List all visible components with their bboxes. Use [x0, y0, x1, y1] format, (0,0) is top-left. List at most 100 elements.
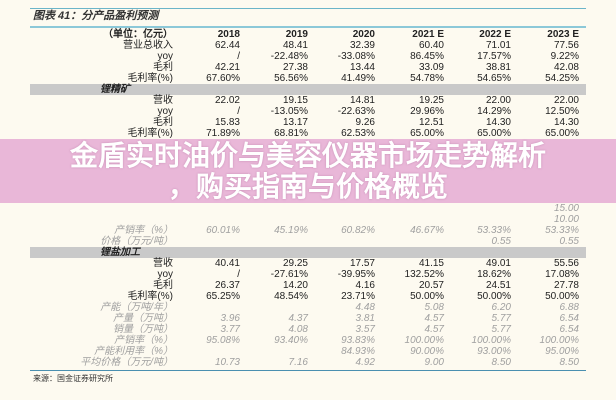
- row-label: 产能（万吨/年）: [100, 302, 173, 313]
- banner-headline: 金盾实时油价与美容仪器市场走势解析: [69, 139, 546, 172]
- row-label: 营收: [153, 258, 173, 269]
- table-cell: 4.16: [355, 280, 375, 291]
- table-title: 图表 41：分产品盈利预测: [33, 10, 159, 22]
- year-header: 2020: [352, 29, 375, 40]
- table-cell: 40.41: [214, 258, 240, 269]
- table-cell: 18.62%: [477, 269, 511, 280]
- table-cell: 6.88: [559, 302, 579, 313]
- table-cell: 5.08: [424, 302, 444, 313]
- table-cell: 77.56: [553, 40, 579, 51]
- table-cell: 19.25: [418, 95, 444, 106]
- table-cell: 68.81%: [274, 128, 308, 139]
- table-row: 毛利率(%) 65.25% 48.54% 23.71% 50.00% 50.00% 50.0…: [30, 291, 586, 302]
- table-cell: 90.00%: [410, 346, 444, 357]
- table-cell: 62.44: [214, 40, 240, 51]
- table-cell: 4.57: [424, 313, 444, 324]
- table-cell: 62.53%: [341, 128, 375, 139]
- table-cell: 100.00%: [539, 335, 579, 346]
- table-cell: 14.20: [282, 280, 308, 291]
- table-row: yoy / -13.05% -22.63% 29.96% 14.29% 12.50%: [30, 106, 586, 117]
- table-cell: 17.08%: [545, 269, 579, 280]
- table-cell: -33.08%: [337, 51, 375, 62]
- table-cell: 26.37: [214, 280, 240, 291]
- table-cell: 9.22%: [550, 51, 579, 62]
- row-label: yoy: [157, 269, 173, 280]
- table-cell: 49.01: [485, 258, 511, 269]
- row-label: yoy: [157, 106, 173, 117]
- year-header: 2022 E: [479, 29, 511, 40]
- table-cell: 3.81: [355, 313, 375, 324]
- table-cell: 53.33%: [477, 225, 511, 236]
- table-row: 平均价格（万元/吨） 10.73 7.16 4.92 9.00 8.50 8.50: [30, 357, 586, 368]
- header-rule: [30, 26, 586, 28]
- row-label: 产量（万吨）: [113, 313, 173, 324]
- table-cell: 41.15: [418, 258, 444, 269]
- table-cell: -13.05%: [270, 106, 308, 117]
- table-cell: 32.39: [349, 40, 375, 51]
- table-cell: 60.01%: [206, 225, 240, 236]
- table-row: 产能（万吨/年） 4.48 5.08 6.20 6.88: [30, 302, 586, 313]
- table-cell: 100.00%: [471, 335, 511, 346]
- table-cell: 19.15: [282, 95, 308, 106]
- table-row: 毛利 42.21 27.38 13.44 33.09 38.81 42.08: [30, 62, 586, 73]
- table-cell: 4.48: [355, 302, 375, 313]
- table-cell: 17.57: [349, 258, 375, 269]
- table-cell: 48.41: [282, 40, 308, 51]
- table-cell: 50.00%: [410, 291, 444, 302]
- table-row: 毛利率(%) 67.60% 56.56% 41.49% 54.78% 54.65% 54.2…: [30, 73, 586, 84]
- table-cell: 12.50%: [545, 106, 579, 117]
- table-cell: 15.83: [214, 117, 240, 128]
- table-cell: 60.40: [418, 40, 444, 51]
- table-cell: 5.77: [491, 324, 511, 335]
- table-cell: 33.09: [418, 62, 444, 73]
- table-cell: /: [237, 51, 240, 62]
- table-cell: 132.52%: [404, 269, 444, 280]
- overlay-banner: 金盾实时油价与美容仪器市场走势解析 ，购买指南与价格概览: [0, 139, 616, 203]
- table-cell: 60.82%: [341, 225, 375, 236]
- table-cell: 3.96: [220, 313, 240, 324]
- table-cell: 13.17: [282, 117, 308, 128]
- table-cell: /: [237, 106, 240, 117]
- banner-subheadline: ，购买指南与价格概览: [167, 170, 448, 203]
- table-cell: 17.57%: [477, 51, 511, 62]
- table-cell: 54.25%: [545, 73, 579, 84]
- table-cell: 41.49%: [341, 73, 375, 84]
- table-cell: 46.67%: [410, 225, 444, 236]
- row-label: 毛利: [153, 280, 173, 291]
- section-header-row: 锂精矿: [30, 84, 586, 95]
- table-cell: 24.51: [485, 280, 511, 291]
- bottom-rule: [30, 370, 586, 371]
- table-cell: 10.73: [214, 357, 240, 368]
- table-cell: 50.00%: [477, 291, 511, 302]
- table-cell: 8.50: [559, 357, 579, 368]
- table-cell: 4.37: [288, 313, 308, 324]
- table-cell: 4.57: [424, 324, 444, 335]
- table-row: 营收 40.41 29.25 17.57 41.15 49.01 55.56: [30, 258, 586, 269]
- table-cell: 3.57: [355, 324, 375, 335]
- table-cell: 14.30: [485, 117, 511, 128]
- table-cell: 27.78: [553, 280, 579, 291]
- row-label: 产能利用率（%）: [94, 346, 173, 357]
- table-cell: 4.08: [288, 324, 308, 335]
- section-header-row: 锂盐加工: [30, 247, 586, 258]
- table-cell: 42.08: [553, 62, 579, 73]
- table-cell: 48.54%: [274, 291, 308, 302]
- table-cell: 7.16: [288, 357, 308, 368]
- table-cell: 10.00: [553, 214, 579, 225]
- table-cell: -22.63%: [337, 106, 375, 117]
- forecast-table: （单位：亿元） 2018 2019 2020 2021 E 2022 E 202…: [0, 29, 616, 368]
- table-row: yoy / -22.48% -33.08% 86.45% 17.57% 9.22%: [30, 51, 586, 62]
- table-cell: 45.19%: [274, 225, 308, 236]
- table-row: 产销率（%） 60.01% 45.19% 60.82% 46.67% 53.33% 53.3…: [30, 225, 586, 236]
- table-cell: 22.00: [553, 95, 579, 106]
- source-note: 来源：国金证券研究所: [33, 374, 113, 383]
- row-label: 毛利率(%): [127, 73, 173, 84]
- table-row: 营收 22.02 19.15 14.81 19.25 22.00 22.00: [30, 95, 586, 106]
- table-row: 产销率（%） 95.08% 93.40% 93.83% 100.00% 100.00% 10…: [30, 335, 586, 346]
- table-cell: 93.00%: [477, 346, 511, 357]
- table-cell: 65.25%: [206, 291, 240, 302]
- table-cell: -27.61%: [270, 269, 308, 280]
- table-cell: 84.93%: [341, 346, 375, 357]
- table-cell: 65.00%: [477, 128, 511, 139]
- year-header: 2021 E: [412, 29, 444, 40]
